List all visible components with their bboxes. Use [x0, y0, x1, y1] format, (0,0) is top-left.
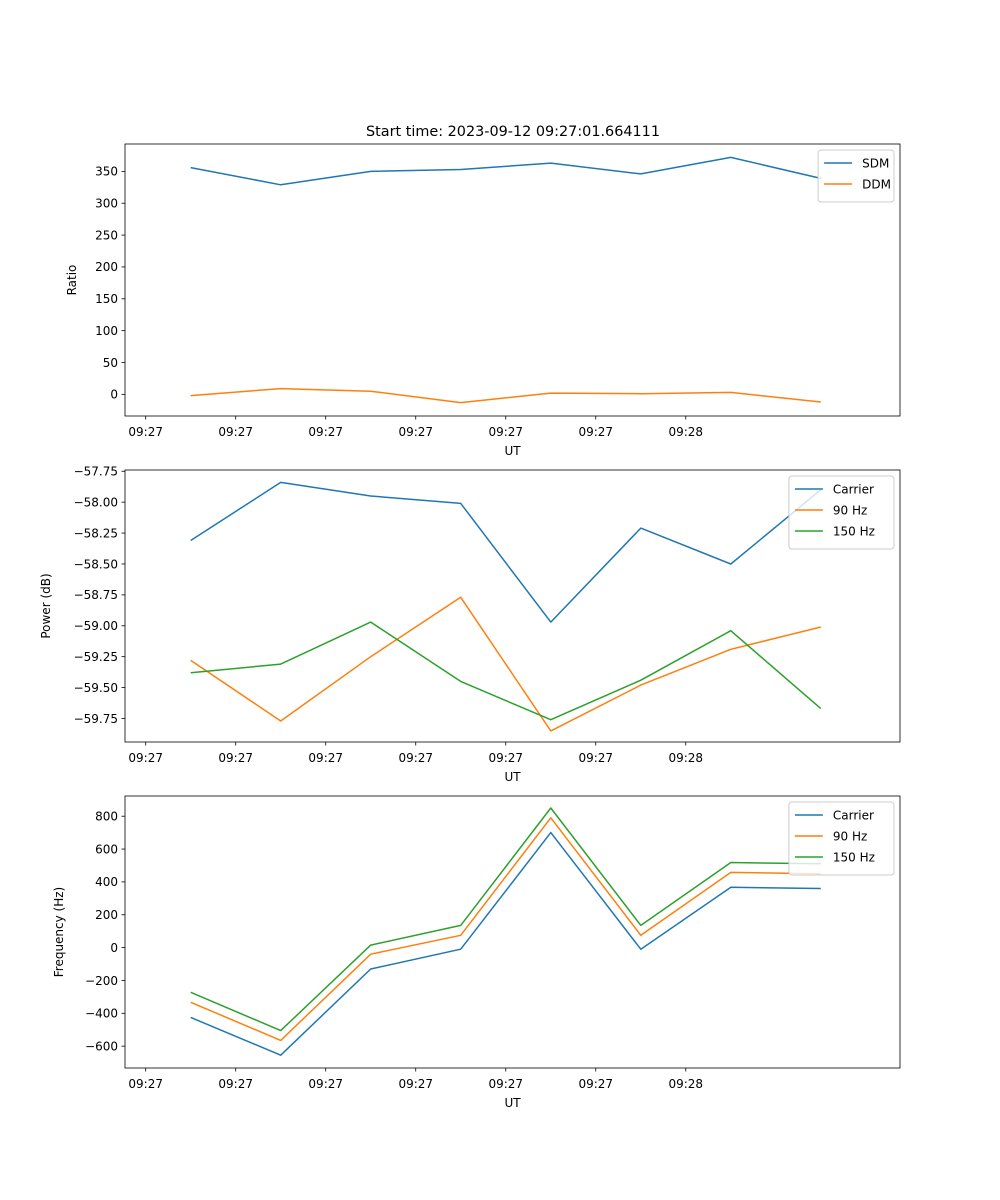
y-tick-label: 250: [95, 228, 118, 242]
y-tick-label: 50: [103, 356, 118, 370]
x-tick-label: 09:27: [578, 425, 613, 439]
y-tick-label: 300: [95, 197, 118, 211]
series-line-sdm: [190, 156, 821, 186]
y-tick-label: 0: [110, 388, 118, 402]
x-tick-label: 09:27: [308, 425, 343, 439]
y-tick-label: −200: [85, 974, 118, 988]
series-line-150-hz: [190, 807, 821, 1032]
x-tick-label: 09:27: [488, 751, 523, 765]
legend: SDM DDM: [817, 149, 895, 203]
y-tick-label: 800: [95, 810, 118, 824]
y-axis-label: Ratio: [65, 265, 79, 296]
x-tick-label: 09:27: [578, 1077, 613, 1091]
y-axis-label: Frequency (Hz): [52, 887, 66, 978]
legend-label: 90 Hz: [833, 504, 867, 518]
x-axis-label: UT: [504, 1096, 521, 1110]
y-tick-label: 350: [95, 165, 118, 179]
x-axis-label: UT: [504, 444, 521, 458]
y-tick-label: −400: [85, 1007, 118, 1021]
x-tick-label: 09:27: [128, 751, 163, 765]
x-tick-label: 09:27: [578, 751, 613, 765]
x-tick-label: 09:27: [128, 425, 163, 439]
axes-frame: [124, 469, 901, 743]
y-tick-label: 200: [95, 260, 118, 274]
x-axis-label: UT: [504, 770, 521, 784]
y-tick-label: −57.75: [74, 465, 118, 479]
x-tick-label: 09:27: [128, 1077, 163, 1091]
y-tick-label: 150: [95, 292, 118, 306]
chart-panel-1: 09:27 09:27 09:27 09:27 09:27 09:27 09:28 0 50 10…: [65, 143, 901, 458]
series-line-ddm: [190, 387, 821, 404]
y-tick-label: −58.00: [74, 495, 118, 509]
x-tick-label: 09:27: [488, 1077, 523, 1091]
y-tick-label: −59.25: [74, 650, 118, 664]
x-tick-label: 09:27: [308, 1077, 343, 1091]
y-tick-label: 400: [95, 875, 118, 889]
x-tick-label: 09:27: [308, 751, 343, 765]
x-tick-label: 09:27: [398, 1077, 433, 1091]
legend-label: Carrier: [833, 809, 874, 823]
series-line-carrier: [190, 481, 822, 623]
legend-label: SDM: [862, 157, 889, 171]
axes-frame: [124, 143, 901, 417]
legend: Carrier 90 Hz 150 Hz: [788, 475, 895, 550]
x-tick-label: 09:27: [218, 1077, 253, 1091]
x-tick-label: 09:27: [218, 425, 253, 439]
y-tick-label: 600: [95, 842, 118, 856]
legend-label: 150 Hz: [833, 851, 875, 865]
y-tick-label: −59.50: [74, 681, 118, 695]
x-tick-label: 09:27: [398, 751, 433, 765]
y-tick-label: −58.50: [74, 557, 118, 571]
y-tick-label: 200: [95, 908, 118, 922]
legend-label: Carrier: [833, 483, 874, 497]
legend-label: DDM: [862, 178, 891, 192]
x-tick-label: 09:27: [488, 425, 523, 439]
x-tick-label: 09:27: [218, 751, 253, 765]
chart-panel-2: 09:27 09:27 09:27 09:27 09:27 09:27 09:28 −59.7…: [39, 465, 901, 784]
y-tick-label: 0: [110, 941, 118, 955]
legend-label: 90 Hz: [833, 830, 867, 844]
figure-title: Start time: 2023-09-12 09:27:01.664111: [366, 124, 660, 140]
legend: Carrier 90 Hz 150 Hz: [788, 801, 895, 876]
y-tick-label: −58.25: [74, 526, 118, 540]
series-line-150-hz: [190, 621, 822, 721]
series-line-90-hz: [190, 596, 821, 732]
x-tick-label: 09:28: [668, 751, 703, 765]
x-tick-label: 09:27: [398, 425, 433, 439]
y-tick-label: −58.75: [74, 588, 118, 602]
chart-panel-3: 09:27 09:27 09:27 09:27 09:27 09:27 09:28 −600 −…: [52, 795, 901, 1110]
series-line-carrier: [190, 831, 821, 1056]
y-tick-label: 100: [95, 324, 118, 338]
series-line-90-hz: [190, 817, 821, 1042]
plots: 09:27 09:27 09:27 09:27 09:27 09:27 09:28 0 50 10…: [39, 143, 901, 1110]
y-axis-label: Power (dB): [39, 573, 53, 638]
legend-label: 150 Hz: [833, 525, 875, 539]
x-tick-label: 09:28: [668, 425, 703, 439]
axes-frame: [124, 795, 901, 1069]
y-tick-label: −600: [85, 1039, 118, 1053]
y-tick-label: −59.00: [74, 619, 118, 633]
x-tick-label: 09:28: [668, 1077, 703, 1091]
y-tick-label: −59.75: [74, 712, 118, 726]
